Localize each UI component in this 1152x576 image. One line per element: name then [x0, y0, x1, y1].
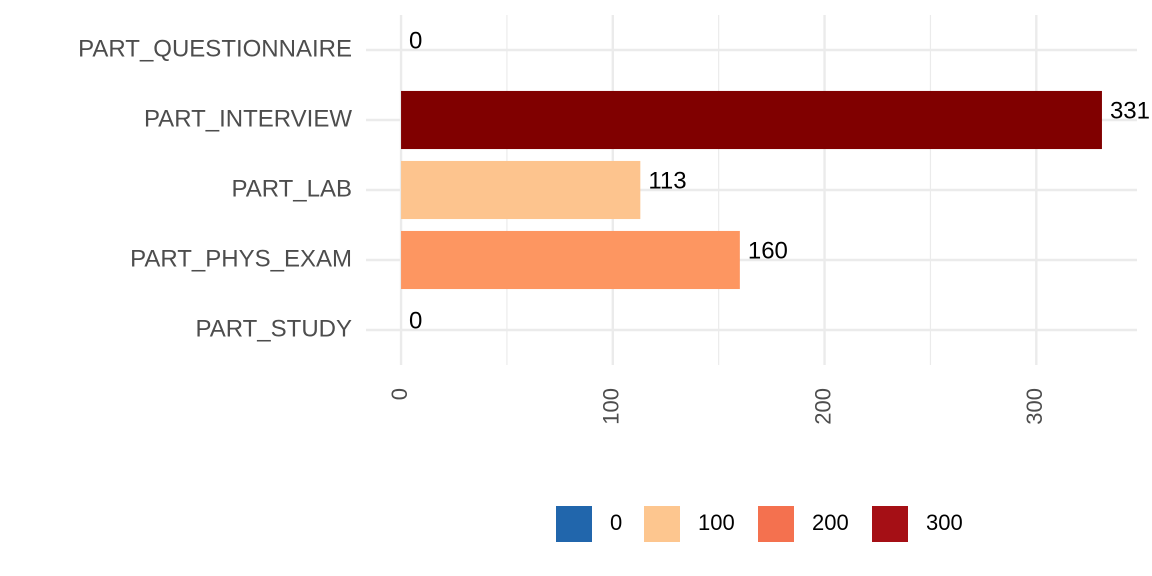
- legend-label: 100: [698, 510, 735, 535]
- data-label: 0: [409, 307, 422, 334]
- x-tick-label: 100: [599, 388, 624, 425]
- y-tick-label: PART_STUDY: [196, 315, 352, 342]
- legend-key: [758, 506, 794, 542]
- data-label: 331: [1110, 97, 1150, 124]
- data-label: 113: [648, 167, 686, 194]
- x-tick-label: 0: [387, 388, 412, 400]
- y-tick-label: PART_QUESTIONNAIRE: [78, 35, 352, 62]
- legend-label: 0: [610, 510, 622, 535]
- data-label: 160: [748, 237, 788, 264]
- x-tick-label: 200: [810, 388, 835, 425]
- y-tick-label: PART_INTERVIEW: [144, 105, 352, 132]
- data-label: 0: [409, 27, 422, 54]
- bar: [401, 90, 1102, 150]
- y-tick-label: PART_PHYS_EXAM: [130, 245, 352, 272]
- y-tick-label: PART_LAB: [231, 175, 352, 202]
- legend-label: 200: [812, 510, 849, 535]
- x-tick-label: 300: [1022, 388, 1047, 425]
- legend-label: 300: [926, 510, 963, 535]
- legend-key: [644, 506, 680, 542]
- bar: [401, 160, 641, 220]
- legend-key: [556, 506, 592, 542]
- legend-key: [872, 506, 908, 542]
- bar: [401, 230, 740, 290]
